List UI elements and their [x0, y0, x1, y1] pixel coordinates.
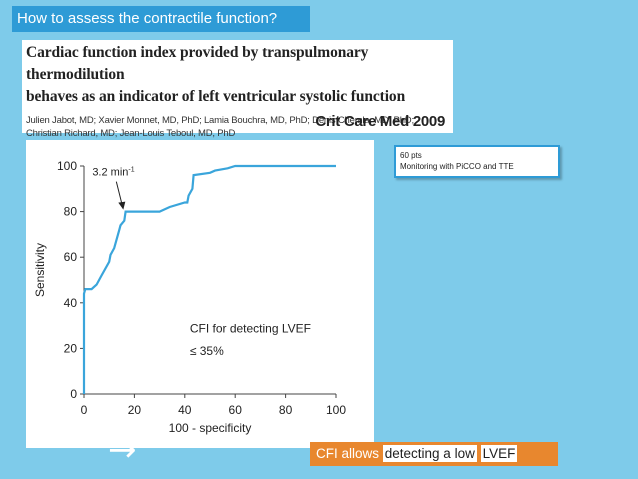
x-axis-label: 100 - specificity: [169, 421, 252, 435]
y-tick-label: 40: [64, 296, 78, 310]
cfi-label-line1: CFI for detecting LVEF: [190, 321, 311, 335]
cutoff-annotation-main: 3.2 min: [92, 167, 128, 179]
x-tick-label: 60: [229, 403, 243, 417]
citation-journal: Crit Care Med 2009: [315, 113, 445, 130]
roc-curve: [82, 164, 336, 394]
study-note-line1: 60 pts: [400, 151, 422, 160]
conclusion-lvef: LVEF: [480, 445, 518, 462]
x-tick-label: 0: [81, 403, 88, 417]
cutoff-arrow-icon: [115, 181, 123, 206]
citation-authors-line2: Christian Richard, MD; Jean-Louis Teboul…: [26, 128, 236, 139]
x-tick-label: 20: [128, 403, 142, 417]
conclusion-part1: CFI allows: [316, 446, 383, 461]
x-tick-label: 80: [279, 403, 293, 417]
roc-chart: 0 20 40 60 80 100 0 20 40 60 80 100 3.2 min-1 CFI f…: [33, 159, 346, 435]
citation-authors: Julien Jabot, MD; Xavier Monnet, MD, PhD…: [26, 114, 449, 140]
arrow-right-icon: →: [108, 430, 137, 470]
x-tick-label: 40: [178, 403, 192, 417]
x-tick-label: 100: [326, 403, 346, 417]
cfi-label-line2: ≤ 35%: [190, 344, 224, 358]
citation-title-line1: Cardiac function index provided by trans…: [26, 44, 369, 83]
citation-authors-line1: Julien Jabot, MD; Xavier Monnet, MD, PhD…: [26, 115, 414, 126]
citation-box: Cardiac function index provided by trans…: [22, 40, 453, 139]
y-tick-label: 80: [64, 205, 78, 219]
cutoff-annotation: 3.2 min-1: [92, 167, 134, 179]
chart-ticks: 0 20 40 60 80 100 0 20 40 60 80 100: [57, 159, 346, 417]
y-tick-label: 20: [64, 341, 78, 355]
roc-chart-panel: 0 20 40 60 80 100 0 20 40 60 80 100 3.2 min-1 CFI f…: [26, 140, 374, 448]
y-axis-label: Sensitivity: [33, 243, 47, 297]
chart-axes: [83, 166, 336, 395]
conclusion-box: CFI allows detecting a low LVEF: [310, 442, 558, 466]
citation-title-line2: behaves as an indicator of left ventricu…: [26, 88, 406, 105]
y-tick-label: 0: [70, 387, 77, 401]
y-tick-label: 100: [57, 159, 77, 173]
study-note: 60 pts Monitoring with PiCCO and TTE: [394, 145, 560, 178]
cutoff-annotation-sup: -1: [128, 167, 134, 174]
cutoff-arrowhead-icon: [118, 201, 126, 210]
slide-title: How to assess the contractile function?: [12, 6, 310, 32]
y-tick-label: 60: [64, 250, 78, 264]
conclusion-highlight: detecting a low: [382, 445, 477, 462]
study-note-line2: Monitoring with PiCCO and TTE: [400, 162, 514, 171]
